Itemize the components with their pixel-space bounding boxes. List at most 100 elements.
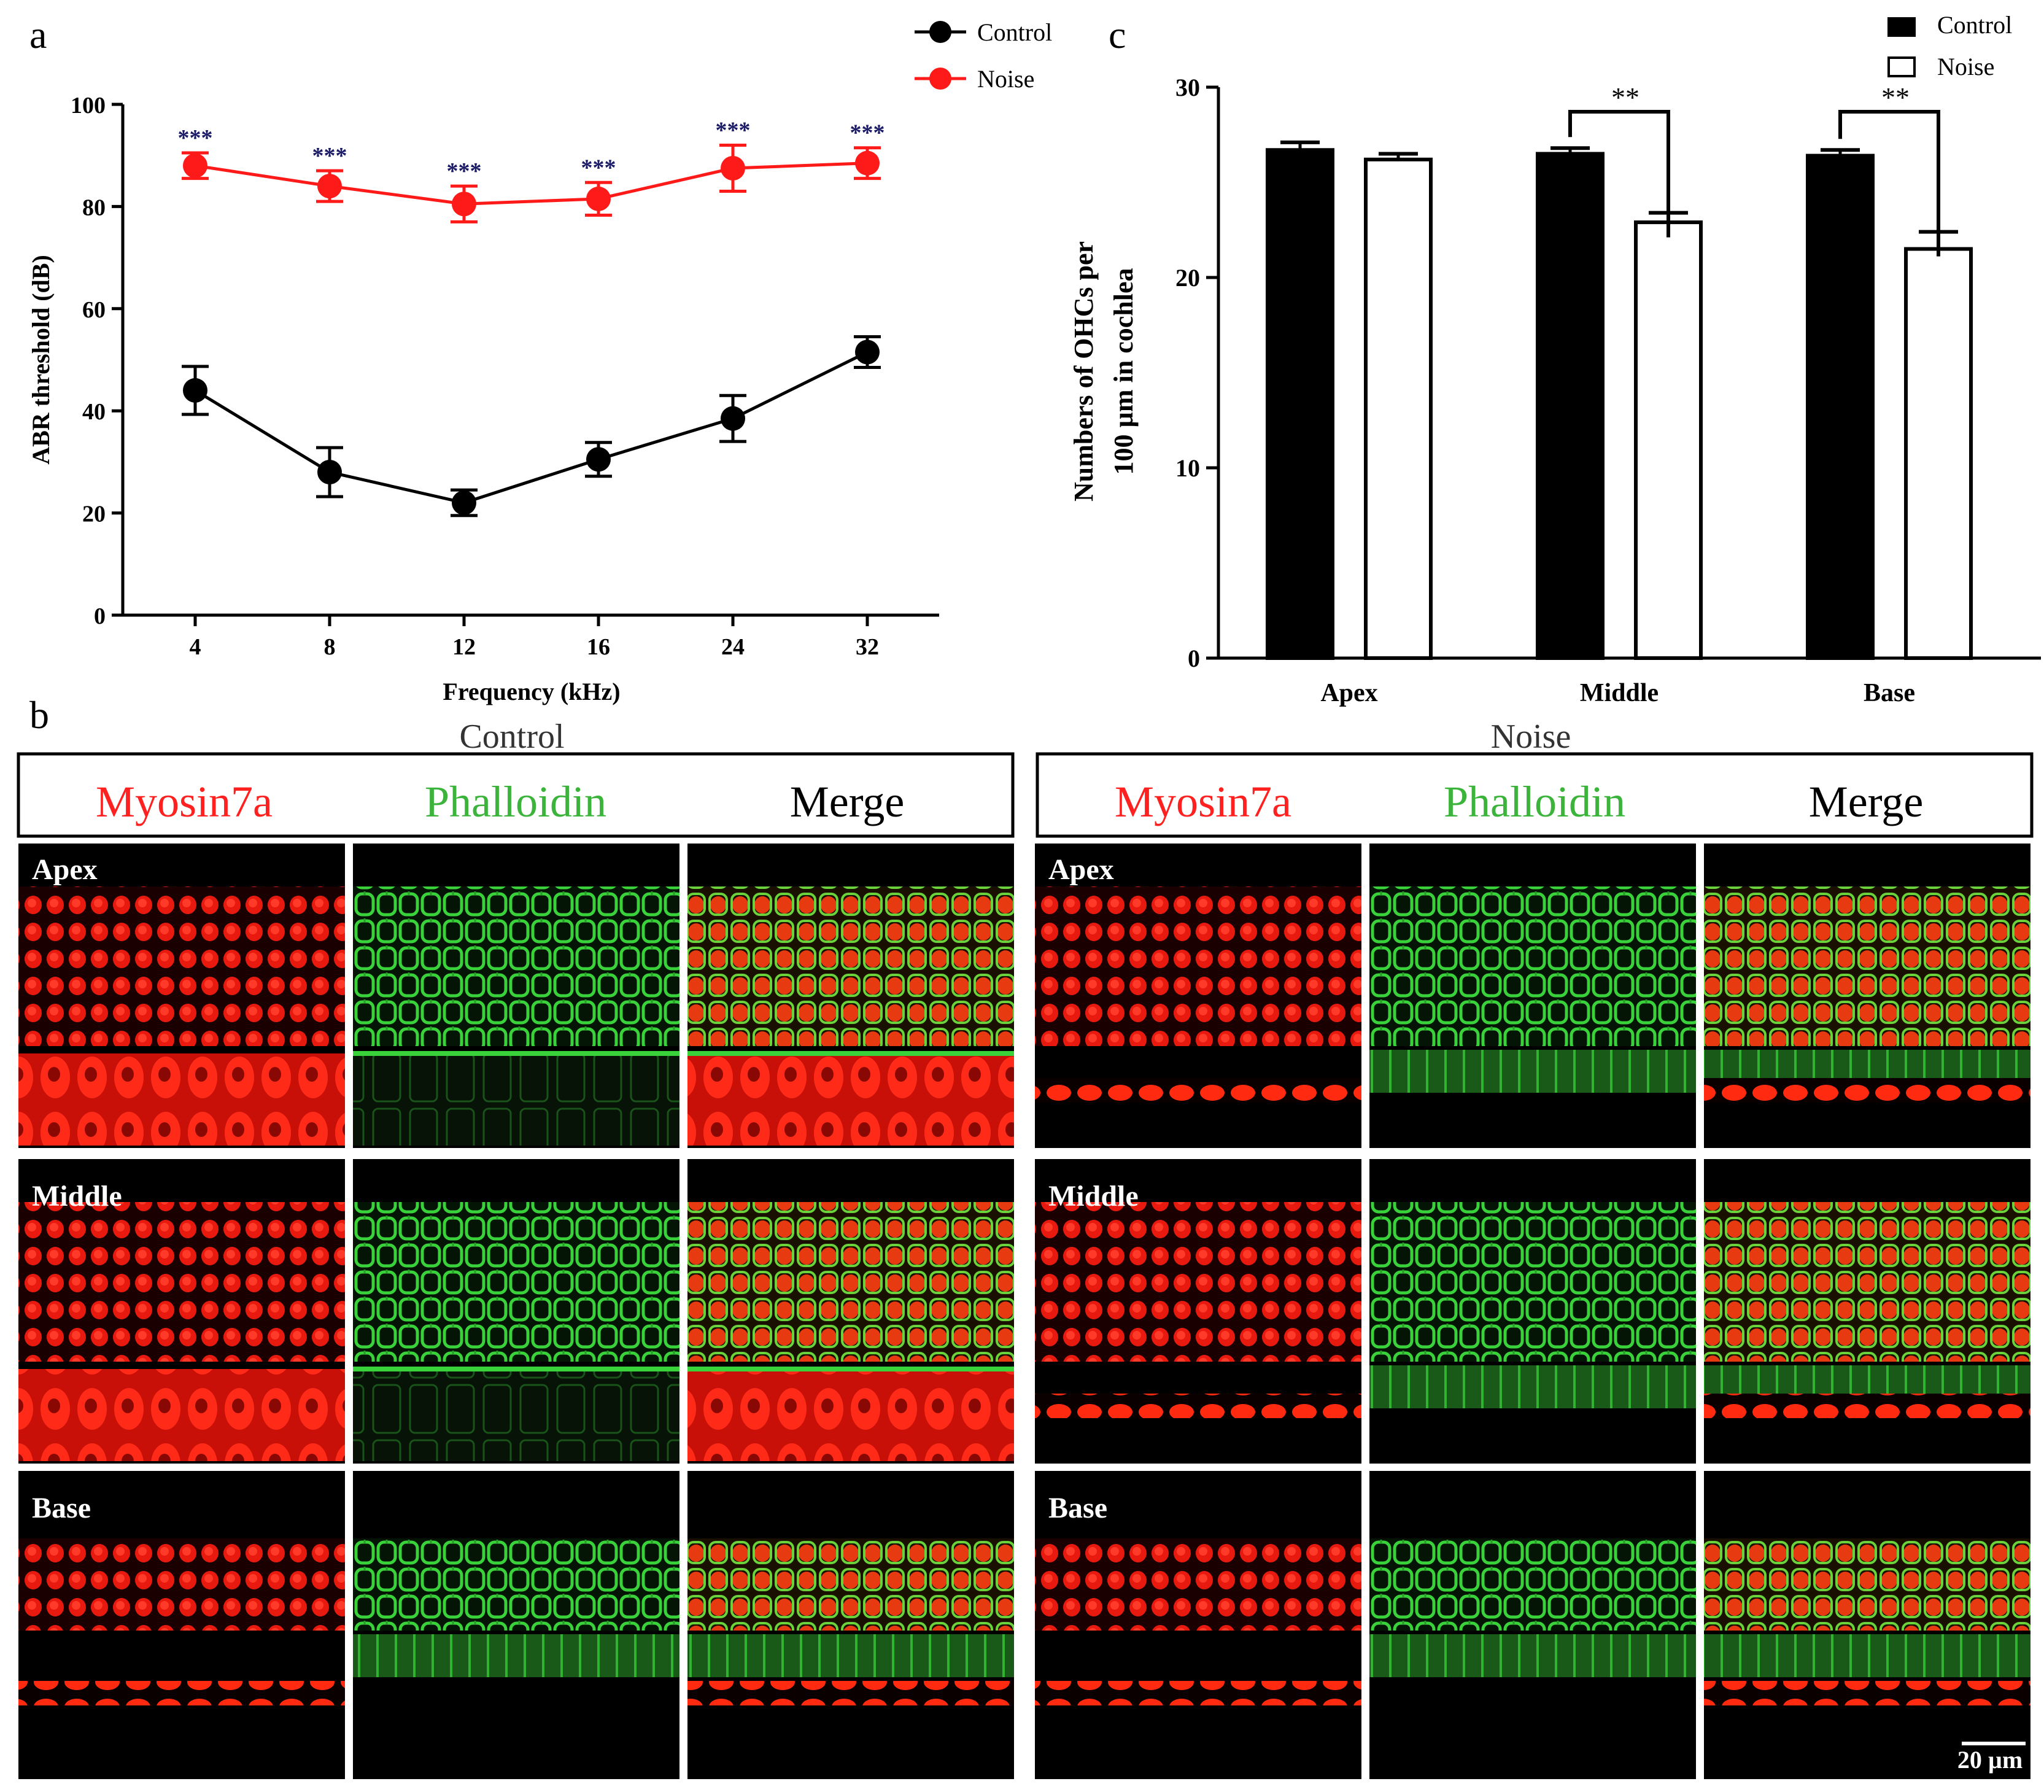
bar-noise [1634, 220, 1703, 661]
outer-hair-cell-rows [18, 1202, 345, 1362]
y-tick-label: 20 [1175, 264, 1200, 292]
micrograph-control-middle-myosin7a: Middle [18, 1159, 345, 1464]
x-tick-label: 32 [856, 634, 879, 660]
y-tick-label: 60 [82, 297, 106, 323]
outer-hair-cell-rows [353, 1538, 679, 1631]
legend-marker-noise [929, 68, 951, 90]
bar-noise [1364, 157, 1433, 660]
channel-label-phalloidin: Phalloidin [425, 777, 606, 826]
scale-bar-label: 20 µm [1957, 1746, 2023, 1774]
pillar-cell-band [353, 1634, 679, 1677]
outer-hair-cell-rows [18, 1538, 345, 1631]
panel-label-a: a [29, 13, 47, 56]
data-point-control [317, 460, 342, 485]
y-axis-label-line1: Numbers of OHCs per [1069, 241, 1099, 502]
micrograph-noise-base-merge [1704, 1471, 2030, 1779]
micrograph-control-apex-phalloidin [353, 844, 679, 1148]
series-line-control [194, 351, 869, 505]
micrograph-control-base-merge [687, 1471, 1014, 1779]
panel-label-b: b [29, 693, 49, 737]
y-axis-label: ABR threshold (dB) [27, 255, 55, 465]
x-tick-label: 8 [324, 634, 336, 660]
channel-header-box [1036, 752, 2034, 838]
outer-hair-cell-rows [1035, 886, 1361, 1046]
channel-label-merge: Merge [1809, 777, 1924, 826]
significance-marker: *** [716, 118, 751, 144]
y-tick-label: 20 [82, 502, 106, 527]
micrograph-noise-base-phalloidin [1369, 1471, 1696, 1779]
inner-hair-cell-row [18, 1681, 345, 1705]
x-tick-label: 16 [587, 634, 610, 660]
x-tick-label: Base [1864, 679, 1915, 707]
y-tick-label: 0 [94, 603, 106, 629]
inner-hair-cell-row [1704, 1394, 2030, 1418]
legend-marker-control [929, 21, 951, 43]
micrograph-control-middle-merge [687, 1159, 1014, 1464]
outer-hair-cell-rows [18, 886, 345, 1046]
significance-marker: *** [581, 155, 616, 180]
y-tick-label: 100 [71, 93, 106, 118]
outer-hair-cell-rows [1704, 1202, 2030, 1362]
micrograph-control-base-phalloidin [353, 1471, 679, 1779]
bar-control [1536, 152, 1605, 660]
data-point-noise [183, 153, 207, 178]
region-label-apex: Apex [32, 853, 98, 886]
x-tick-label: 12 [452, 634, 476, 660]
legend-swatch-noise [1887, 56, 1916, 77]
data-point-noise [855, 150, 880, 176]
outer-hair-cell-rows [1704, 886, 2030, 1046]
inner-hair-cell-row [1035, 1681, 1361, 1705]
y-tick-label: 40 [82, 399, 106, 425]
significance-bracket [1838, 110, 1940, 257]
inner-hair-cell-row [18, 1053, 345, 1146]
legend-label-noise: Noise [1937, 53, 1994, 80]
inner-hair-cell-row [1704, 1078, 2030, 1103]
outer-hair-cell-rows [1035, 1538, 1361, 1631]
region-label-middle: Middle [32, 1180, 122, 1212]
region-label-base: Base [1048, 1492, 1107, 1524]
x-axis-label: Frequency (kHz) [443, 678, 620, 705]
channel-label-myosin7a: Myosin7a [1115, 777, 1291, 826]
micrograph-noise-middle-phalloidin [1369, 1159, 1696, 1464]
inner-hair-cell-row [18, 1369, 345, 1461]
region-label-base: Base [32, 1492, 91, 1524]
panel-a-line-chart: a 0 20 40 60 80 100 4 8 12 16 24 32 Frequency (kHz) AB… [27, 13, 1052, 705]
micrograph-control-apex-myosin7a: Apex [18, 844, 345, 1148]
y-tick-label: 10 [1175, 454, 1200, 482]
y-tick-label: 0 [1188, 645, 1200, 672]
pillar-cell-band [1369, 1050, 1696, 1093]
inner-hair-cell-row [687, 1369, 1014, 1461]
outer-hair-cell-rows [1035, 1202, 1361, 1362]
data-point-control [721, 406, 745, 431]
bar-control [1806, 153, 1875, 661]
data-point-noise [317, 174, 342, 199]
micrograph-noise-apex-myosin7a: Apex [1035, 844, 1361, 1148]
significance-marker: *** [447, 158, 482, 184]
micrograph-noise-middle-merge [1704, 1159, 2030, 1464]
micrograph-control-base-myosin7a: Base [18, 1471, 345, 1779]
channel-label-myosin7a: Myosin7a [96, 777, 273, 826]
inner-hair-cell-row [1704, 1681, 2030, 1705]
y-axis-label-line2: 100 µm in cochlea [1109, 268, 1139, 475]
outer-hair-cell-rows [1369, 886, 1696, 1046]
inner-hair-cell-row [353, 1369, 679, 1461]
group-title-control: Control [459, 718, 564, 756]
y-tick-label: 80 [82, 195, 106, 220]
channel-label-merge: Merge [790, 777, 905, 826]
region-label-apex: Apex [1048, 853, 1114, 886]
region-label-middle: Middle [1048, 1180, 1139, 1212]
panel-c-bar-chart: c 0 10 20 30 Apex Middle Base Numbers of OHCs pe… [1069, 11, 2041, 707]
data-point-control [452, 490, 476, 515]
pillar-cell-band [1369, 1634, 1696, 1677]
pillar-cell-band [1704, 1634, 2030, 1677]
data-point-control [586, 447, 611, 472]
panel-b-micrographs: b Control Myosin7a Phalloidin Merge Noise Myos… [17, 693, 2034, 1779]
x-tick-label: 24 [721, 634, 745, 660]
series-line-noise [195, 161, 868, 206]
legend-swatch-control [1887, 17, 1916, 37]
data-point-control [183, 378, 207, 403]
legend-label-control: Control [977, 18, 1052, 46]
x-tick-label: Middle [1580, 679, 1659, 707]
